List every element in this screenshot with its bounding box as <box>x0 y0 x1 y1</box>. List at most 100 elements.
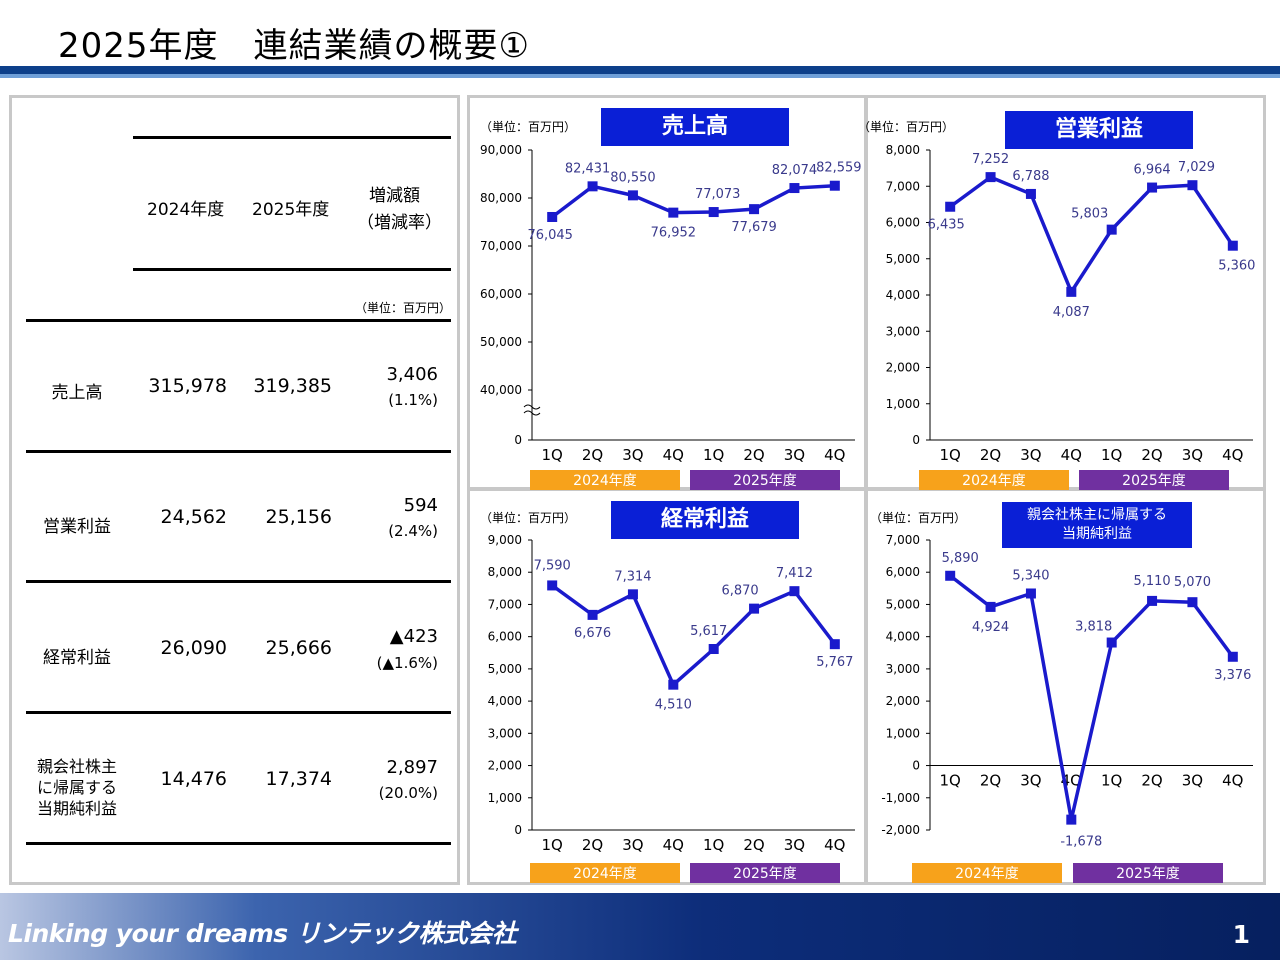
x-tick-label: 1Q <box>542 446 563 464</box>
value-rate: (▲1.6%) <box>376 654 438 672</box>
value-fy2024: 315,978 <box>148 375 227 397</box>
data-label: 6,964 <box>1133 163 1170 178</box>
x-tick-label: 2Q <box>1141 446 1162 464</box>
y-tick-label: 3,000 <box>886 662 920 676</box>
col-header-fy2024: 2024年度 <box>147 200 225 220</box>
x-tick-label: 4Q <box>1222 446 1243 464</box>
x-tick-label: 1Q <box>703 446 724 464</box>
chart-unit: （単位：百万円） <box>870 511 967 525</box>
chart-title: 親会社株主に帰属する 当期純利益 <box>1002 502 1192 548</box>
table-rule <box>26 580 451 583</box>
chart-title-line2: 当期純利益 <box>1062 526 1132 542</box>
x-tick-label: 1Q <box>542 836 563 854</box>
data-point <box>1187 180 1198 191</box>
data-label: 82,431 <box>565 161 611 176</box>
data-point <box>945 570 956 581</box>
data-point <box>587 181 598 192</box>
row-label-net-income-line3: 当期純利益 <box>36 799 117 818</box>
y-tick-label: -1,000 <box>881 791 920 805</box>
data-point <box>1106 224 1117 235</box>
data-label: 77,073 <box>695 187 741 202</box>
data-point <box>547 211 558 222</box>
data-point <box>1147 595 1158 606</box>
chart-divider <box>864 95 868 885</box>
chart-unit: （単位：百万円） <box>858 120 955 134</box>
data-label: 6,788 <box>1012 169 1049 184</box>
ordinary-income-line-chart: 9,000 8,000 7,000 6,000 5,000 4,000 3,000 2,000… <box>488 533 855 854</box>
y-tick-label: 5,000 <box>886 597 920 611</box>
data-point <box>985 172 996 183</box>
y-tick-label: 5,000 <box>886 252 920 266</box>
y-tick-label: 8,000 <box>886 143 920 157</box>
y-tick-label: 1,000 <box>886 397 920 411</box>
row-label-net-income-line1: 親会社株主 <box>36 757 117 776</box>
summary-table-panel: 2024年度 2025年度 増減額 （増減率） （単位：百万円） 売上高 315… <box>9 95 460 885</box>
data-point <box>985 601 996 612</box>
data-label: 5,360 <box>1218 259 1255 274</box>
y-tick-label: -2,000 <box>881 823 920 837</box>
x-tick-label: 4Q <box>1061 446 1082 464</box>
x-tick-label: 1Q <box>1101 772 1122 790</box>
series-line <box>949 574 1235 821</box>
value-fy2025: 25,666 <box>265 637 332 659</box>
y-tick-label: 0 <box>912 433 920 447</box>
axis-break-mark <box>523 404 541 416</box>
y-tick-label: 3,000 <box>886 324 920 338</box>
footer-tagline: Linking your dreams リンテック株式会社 <box>8 919 517 948</box>
x-tick-label: 2Q <box>980 772 1001 790</box>
data-point <box>789 586 800 597</box>
data-point <box>829 180 840 191</box>
y-tick-label: 6,000 <box>488 630 522 644</box>
y-tick-label: 2,000 <box>886 361 920 375</box>
data-label: 5,803 <box>1071 207 1108 222</box>
data-point <box>789 183 800 194</box>
title-underline <box>0 66 1280 74</box>
value-fy2025: 17,374 <box>265 768 332 790</box>
y-tick-label: 7,000 <box>886 533 920 547</box>
data-point <box>1066 814 1077 825</box>
table-rule <box>133 268 451 271</box>
row-label-net-income-line2: に帰属する <box>36 778 117 797</box>
y-tick-label: 6,000 <box>886 216 920 230</box>
chart-title: 経常利益 <box>611 501 799 539</box>
x-tick-label: 3Q <box>1020 446 1041 464</box>
y-tick-label: 80,000 <box>480 191 522 205</box>
y-tick-label: 40,000 <box>480 383 522 397</box>
chart-title: 営業利益 <box>1005 111 1193 149</box>
fy-band-2025: 2025年度 <box>690 470 840 490</box>
y-tick-label: 7,000 <box>488 597 522 611</box>
fy-band-2025: 2025年度 <box>1073 863 1223 883</box>
x-tick-label: 3Q <box>784 836 805 854</box>
data-label: 4,087 <box>1053 305 1090 320</box>
page-number: 1 <box>1232 920 1250 949</box>
y-tick-label: 4,000 <box>886 288 920 302</box>
data-point <box>547 580 558 591</box>
value-fy2024: 24,562 <box>160 506 227 528</box>
x-tick-label: 4Q <box>824 836 845 854</box>
y-tick-label: 3,000 <box>488 726 522 740</box>
data-label: 76,952 <box>651 226 697 241</box>
fy-band-2024: 2024年度 <box>919 470 1069 490</box>
value-fy2025: 25,156 <box>265 506 332 528</box>
x-tick-label: 1Q <box>940 446 961 464</box>
fy-band-2024: 2024年度 <box>912 863 1062 883</box>
y-tick-label: 50,000 <box>480 335 522 349</box>
data-label: -1,678 <box>1060 835 1102 850</box>
data-point <box>1025 588 1036 599</box>
chart-title-line1: 親会社株主に帰属する <box>1027 507 1167 523</box>
value-rate: (2.4%) <box>388 522 438 540</box>
fy-band-2025: 2025年度 <box>1079 470 1229 490</box>
series-line <box>949 175 1235 296</box>
x-tick-label: 2Q <box>582 446 603 464</box>
data-point <box>1025 188 1036 199</box>
value-rate: (1.1%) <box>388 391 438 409</box>
data-point <box>708 644 719 655</box>
y-tick-label: 90,000 <box>480 143 522 157</box>
data-point <box>1106 637 1117 648</box>
data-label: 82,074 <box>772 163 818 178</box>
data-label: 7,314 <box>614 569 651 584</box>
data-label: 4,924 <box>972 620 1009 635</box>
value-diff: 594 <box>403 495 438 516</box>
page-title: 2025年度 連結業績の概要① <box>58 26 531 66</box>
table-rule <box>26 450 451 453</box>
